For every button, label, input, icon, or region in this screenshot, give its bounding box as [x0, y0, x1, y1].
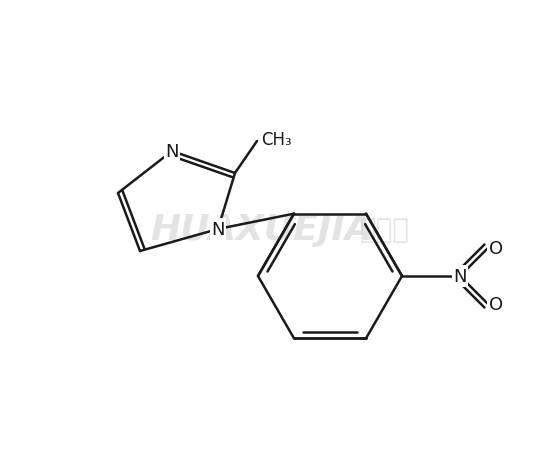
Text: O: O: [489, 239, 503, 258]
Text: N: N: [453, 267, 467, 285]
Text: 化学加: 化学加: [360, 216, 410, 244]
Text: HUAXUEJIA: HUAXUEJIA: [151, 212, 374, 246]
Text: N: N: [165, 143, 179, 161]
Text: O: O: [489, 295, 503, 313]
Text: CH₃: CH₃: [261, 131, 291, 149]
Text: N: N: [211, 221, 225, 239]
